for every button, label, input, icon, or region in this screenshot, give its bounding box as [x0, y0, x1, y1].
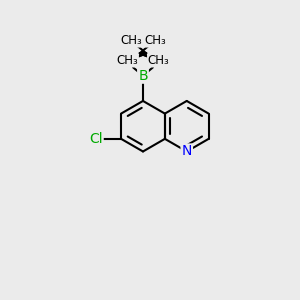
Text: CH₃: CH₃ [144, 34, 166, 47]
Text: O: O [155, 54, 166, 68]
Text: CH₃: CH₃ [148, 54, 169, 67]
Text: CH₃: CH₃ [120, 34, 142, 47]
Text: N: N [182, 145, 192, 158]
Text: Cl: Cl [89, 132, 103, 146]
Text: O: O [120, 54, 131, 68]
Text: CH₃: CH₃ [117, 54, 138, 67]
Text: B: B [138, 69, 148, 83]
